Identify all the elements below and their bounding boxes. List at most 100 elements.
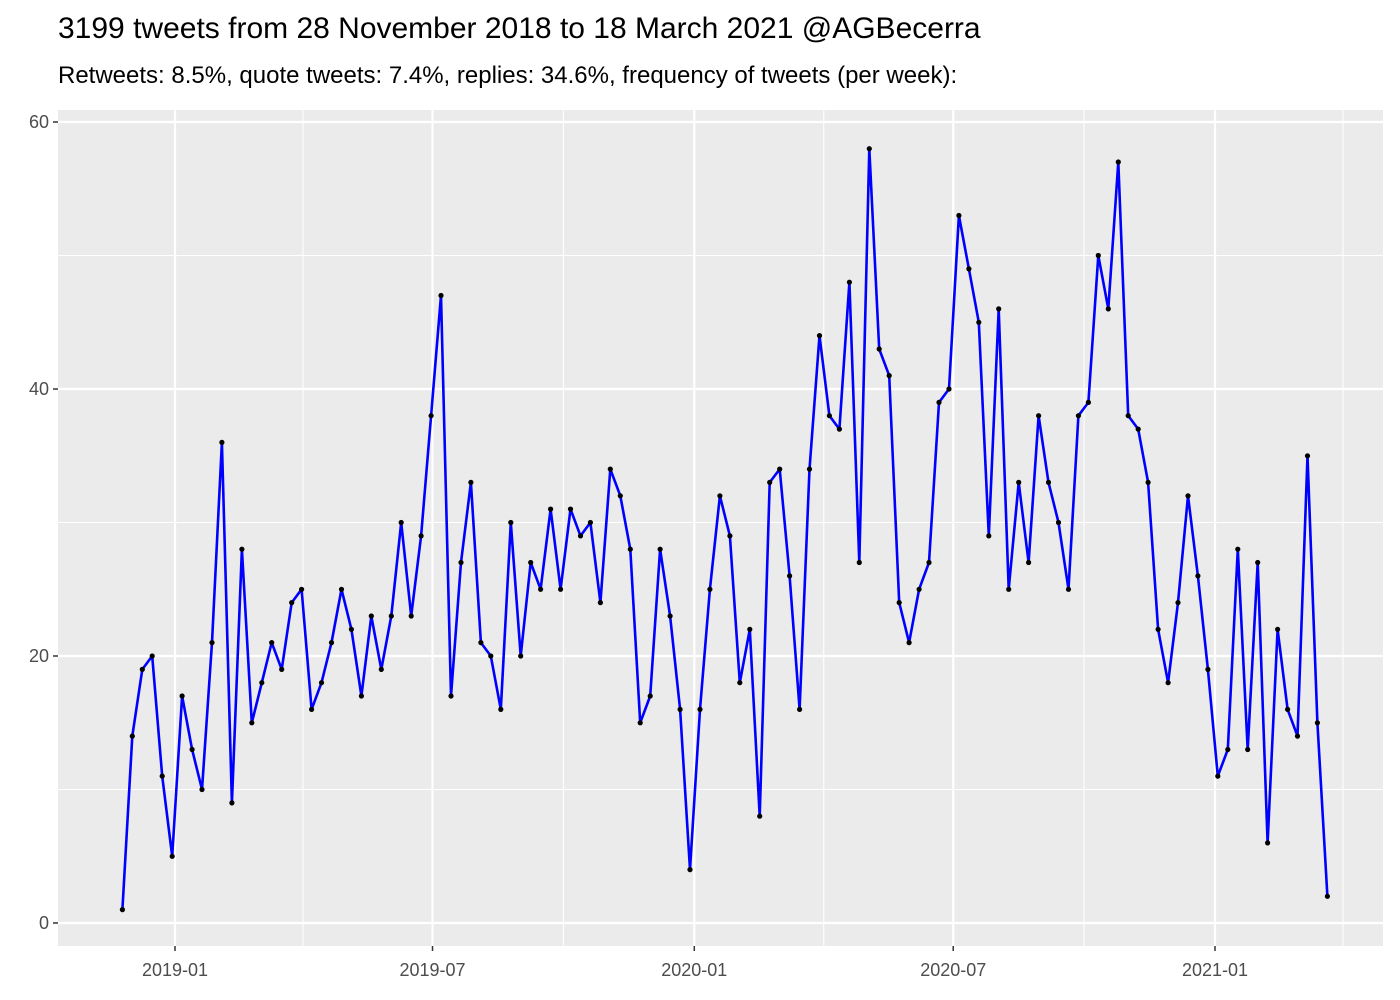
data-point <box>259 680 265 686</box>
data-point <box>747 626 753 632</box>
data-point <box>239 546 245 552</box>
data-point <box>866 146 872 152</box>
data-point <box>348 626 354 632</box>
data-point <box>1255 559 1261 566</box>
x-tick-label: 2019-07 <box>399 960 465 980</box>
data-point <box>1125 413 1131 419</box>
data-point <box>687 867 693 873</box>
y-tick-label: 20 <box>29 646 49 666</box>
y-tick-label: 40 <box>29 379 49 399</box>
data-point <box>1016 479 1022 485</box>
data-point <box>647 693 653 699</box>
data-point <box>1115 159 1121 165</box>
data-point <box>637 720 643 726</box>
data-point <box>159 773 165 779</box>
data-point <box>976 319 982 325</box>
data-point <box>328 640 335 646</box>
data-point <box>846 279 853 285</box>
data-point <box>1036 413 1042 419</box>
data-point <box>408 613 414 619</box>
data-point <box>1225 746 1231 753</box>
data-point <box>567 506 574 512</box>
data-point <box>368 613 374 619</box>
data-point <box>219 439 225 445</box>
data-point <box>946 386 952 392</box>
data-point <box>1065 586 1072 592</box>
data-point <box>518 653 524 659</box>
data-point <box>478 640 484 646</box>
data-point <box>1085 399 1091 405</box>
x-tick-label: 2019-01 <box>142 960 208 980</box>
data-point <box>597 600 604 606</box>
data-point <box>1275 626 1281 632</box>
data-point <box>338 586 345 592</box>
data-point <box>1175 600 1181 606</box>
data-point <box>448 693 454 699</box>
data-point <box>1026 559 1032 566</box>
data-point <box>986 533 992 539</box>
data-point <box>279 666 285 673</box>
data-point <box>1215 773 1221 779</box>
data-point <box>1324 893 1330 899</box>
data-point <box>209 640 215 646</box>
data-point <box>1195 573 1201 579</box>
x-tick-label: 2021-01 <box>1182 960 1248 980</box>
data-point <box>358 693 364 699</box>
data-point <box>468 479 474 485</box>
data-point <box>139 666 145 673</box>
data-point <box>896 600 902 606</box>
data-point <box>717 493 723 499</box>
data-point <box>189 746 195 753</box>
data-point <box>318 680 325 686</box>
axes: 0 20 40 60 2019-01 2019-07 2020-01 2020-07 2021-… <box>29 112 1248 980</box>
data-point <box>119 907 125 913</box>
tweets-per-week-line <box>121 147 1329 910</box>
x-tick-label: 2020-07 <box>920 960 986 980</box>
data-point <box>199 786 205 793</box>
data-point <box>617 493 623 499</box>
data-point <box>856 559 862 566</box>
data-point <box>916 586 922 592</box>
data-point <box>269 640 275 646</box>
data-point <box>787 573 793 579</box>
plot-panel <box>58 110 1383 946</box>
data-point <box>657 546 663 552</box>
data-point <box>1105 306 1111 312</box>
data-point <box>398 519 404 526</box>
data-point <box>498 706 504 713</box>
data-point <box>727 533 733 539</box>
data-point <box>587 519 594 526</box>
data-point <box>1285 706 1291 713</box>
data-point <box>1205 666 1211 673</box>
data-point <box>777 466 783 472</box>
data-point <box>1145 479 1151 485</box>
data-point <box>707 586 713 592</box>
data-point <box>1165 680 1171 686</box>
data-point <box>607 466 613 472</box>
data-point <box>757 813 763 819</box>
data-point <box>826 413 833 419</box>
data-point <box>1235 546 1241 552</box>
data-point <box>1155 626 1161 632</box>
data-point <box>249 720 255 726</box>
data-point <box>836 426 843 432</box>
chart-subtitle: Retweets: 8.5%, quote tweets: 7.4%, repl… <box>58 62 958 89</box>
data-point <box>488 653 494 659</box>
data-point <box>996 306 1002 312</box>
data-point <box>169 853 175 859</box>
data-point <box>508 519 514 526</box>
data-point <box>697 706 703 713</box>
data-point <box>816 333 823 339</box>
data-point <box>806 466 813 472</box>
data-point <box>1045 479 1052 485</box>
data-point <box>936 399 942 405</box>
data-point <box>577 533 584 539</box>
data-point <box>418 533 424 539</box>
data-point <box>797 706 803 713</box>
data-point <box>149 653 155 659</box>
data-point <box>767 479 773 485</box>
data-point <box>378 666 384 673</box>
series-line <box>121 147 1329 910</box>
series-points <box>119 146 1330 913</box>
